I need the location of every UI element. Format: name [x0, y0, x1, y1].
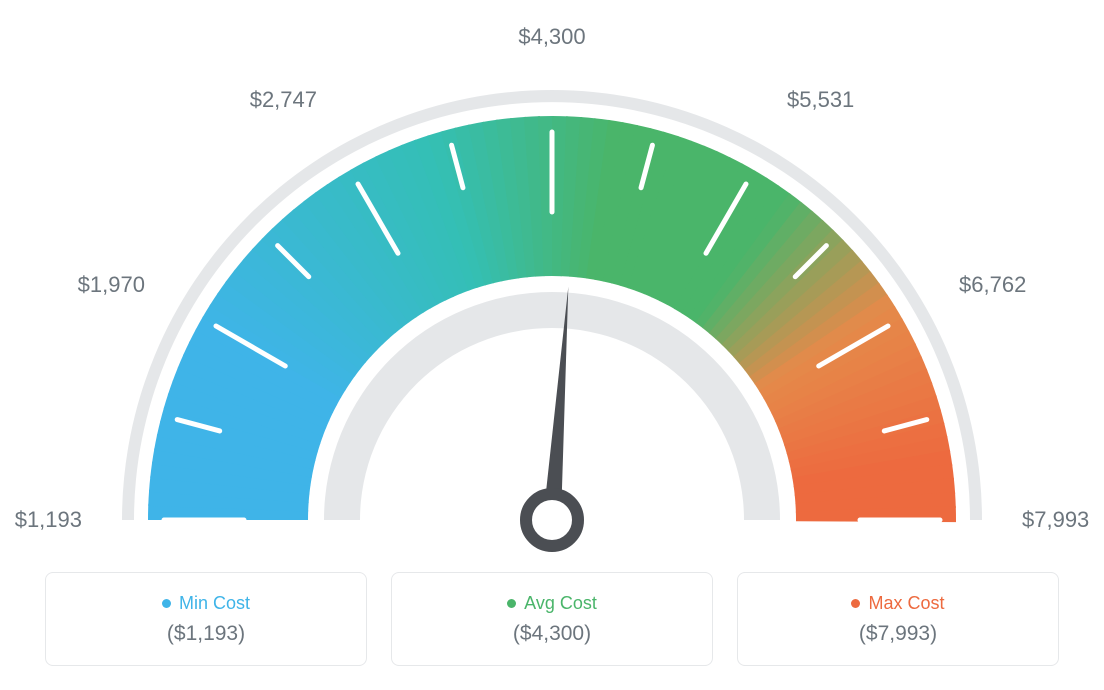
gauge-scale-label: $1,970 [78, 272, 145, 298]
cost-card: Avg Cost ($4,300) [391, 572, 713, 666]
cost-card-title-text: Min Cost [179, 593, 250, 614]
cost-card-value: ($4,300) [513, 622, 591, 646]
cost-card-title: Min Cost [162, 593, 250, 614]
gauge-scale-label: $4,300 [518, 24, 585, 50]
cost-card: Max Cost ($7,993) [737, 572, 1059, 666]
cost-card-value: ($7,993) [859, 622, 937, 646]
gauge-scale-label: $5,531 [787, 87, 854, 113]
legend-dot-icon [851, 599, 860, 608]
gauge-scale-label: $7,993 [1022, 507, 1089, 533]
cost-card: Min Cost ($1,193) [45, 572, 367, 666]
gauge-scale-label: $6,762 [959, 272, 1026, 298]
cost-card-title-text: Avg Cost [524, 593, 597, 614]
legend-dot-icon [162, 599, 171, 608]
cost-card-title: Avg Cost [507, 593, 597, 614]
summary-cards: Min Cost ($1,193) Avg Cost ($4,300) Max Cost… [40, 572, 1064, 666]
gauge-scale-label: $2,747 [250, 87, 317, 113]
cost-card-title: Max Cost [851, 593, 944, 614]
cost-card-title-text: Max Cost [868, 593, 944, 614]
gauge-scale-label: $1,193 [15, 507, 82, 533]
legend-dot-icon [507, 599, 516, 608]
scale-labels: $1,193 $1,970 $2,747 $4,300 $5,531 $6,762 $7,9… [0, 0, 1104, 560]
cost-card-value: ($1,193) [167, 622, 245, 646]
cost-gauge-chart: $1,193 $1,970 $2,747 $4,300 $5,531 $6,762 $7,9… [0, 0, 1104, 690]
